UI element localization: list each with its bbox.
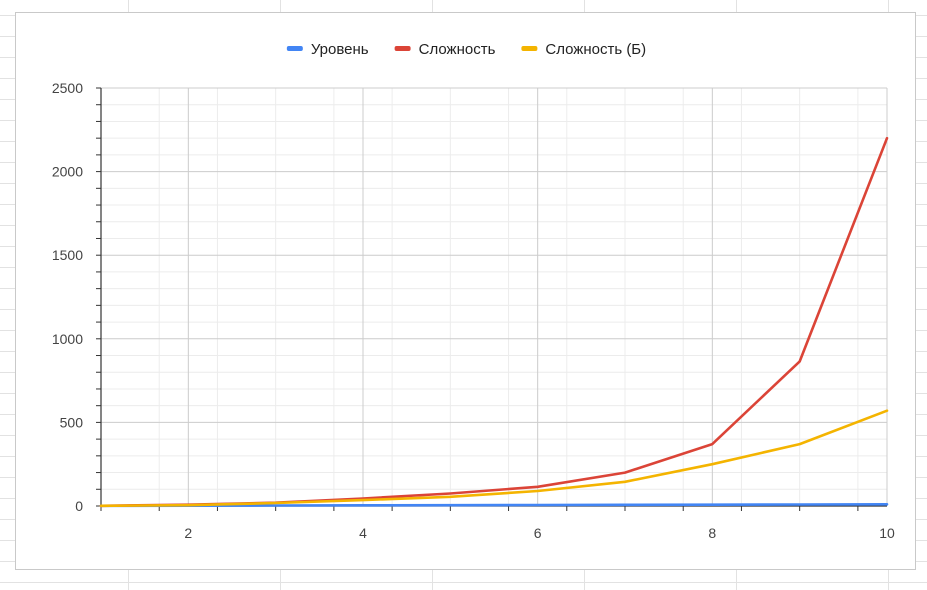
major-gridlines [101, 87, 888, 506]
y-tick-label: 500 [60, 414, 84, 430]
legend-item-3[interactable]: Сложность (Б) [521, 41, 646, 58]
x-axis-tick-labels: 2 4 6 8 10 [184, 525, 895, 541]
x-tick-label: 8 [708, 525, 716, 541]
legend-label: Сложность [419, 41, 496, 58]
axes [96, 87, 887, 511]
minor-gridlines [100, 88, 887, 506]
chart-card[interactable]: 0 500 1000 1500 2000 2500 2 4 6 8 10 Уровень Сложн… [15, 12, 916, 570]
series-line-3[interactable] [99, 409, 889, 508]
x-tick-label: 4 [359, 525, 367, 541]
legend-swatch [394, 46, 411, 51]
legend-label: Сложность (Б) [545, 41, 646, 58]
y-tick-label: 0 [75, 498, 83, 514]
series-lines [99, 136, 889, 508]
legend-swatch [521, 46, 538, 51]
y-tick-label: 2000 [52, 164, 83, 180]
legend-label: Уровень [311, 41, 369, 58]
legend[interactable]: Уровень Сложность Сложность (Б) [286, 41, 646, 58]
y-tick-label: 1000 [52, 331, 83, 347]
x-tick-label: 2 [184, 525, 192, 541]
line-chart: 0 500 1000 1500 2000 2500 2 4 6 8 10 Уровень Сложн… [52, 41, 895, 541]
legend-item-2[interactable]: Сложность [394, 41, 496, 58]
x-tick-label: 6 [534, 525, 542, 541]
y-tick-label: 2500 [52, 80, 83, 96]
legend-item-1[interactable]: Уровень [286, 41, 369, 58]
x-tick-label: 10 [879, 525, 895, 541]
series-line-1[interactable] [99, 502, 889, 508]
legend-swatch [286, 46, 303, 51]
y-tick-label: 1500 [52, 247, 83, 263]
y-axis-tick-labels: 0 500 1000 1500 2000 2500 [52, 80, 83, 514]
